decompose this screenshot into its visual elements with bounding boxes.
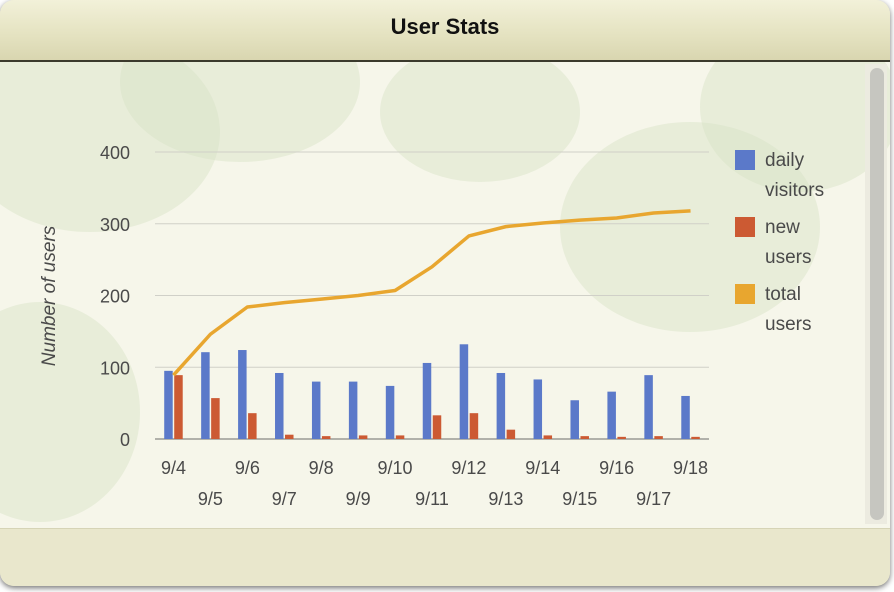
- y-tick-label: 400: [100, 143, 130, 163]
- x-tick-label: 9/8: [309, 458, 334, 478]
- x-tick-label: 9/11: [415, 489, 449, 509]
- x-tick-label: 9/10: [378, 458, 413, 478]
- y-tick-label: 300: [100, 215, 130, 235]
- bar-new-users: [358, 435, 368, 439]
- x-tick-label: 9/13: [488, 489, 523, 509]
- bar-new-users: [654, 436, 663, 439]
- x-tick-label: 9/17: [636, 489, 671, 509]
- legend-new-users-label: users: [765, 247, 811, 268]
- legend-daily-visitors-label: daily: [765, 150, 805, 171]
- chart-panel: 0 100 200 300 400 9/4 9/5 9/6 9/7 9/8 9/9 9/10 9/11 9…: [0, 62, 890, 528]
- bar-daily-visitors: [496, 372, 506, 439]
- bar-daily-visitors: [201, 352, 210, 439]
- bar-new-users: [617, 436, 626, 439]
- bar-daily-visitors: [348, 381, 358, 439]
- bar-new-users: [321, 436, 331, 439]
- legend-total-users-swatch: [735, 284, 755, 304]
- legend-new-users-label: new: [765, 217, 800, 238]
- scrollbar-thumb[interactable]: [870, 68, 884, 520]
- x-tick-label: 9/9: [346, 489, 371, 509]
- bar-daily-visitors: [164, 370, 173, 439]
- bar-daily-visitors: [238, 350, 247, 439]
- bar-daily-visitors: [570, 400, 579, 439]
- bar-new-users: [691, 436, 700, 439]
- window-title: User Stats: [390, 14, 500, 39]
- x-tick-label: 9/14: [525, 458, 560, 478]
- background-leaf-decoration: [380, 62, 580, 182]
- bar-daily-visitors: [607, 391, 616, 439]
- x-tick-label: 9/7: [272, 489, 297, 509]
- background-leaf-decoration: [560, 122, 820, 332]
- y-tick-label: 200: [100, 287, 130, 307]
- bar-daily-visitors: [644, 375, 653, 439]
- y-tick-label: 0: [120, 430, 130, 450]
- bar-daily-visitors: [275, 372, 284, 439]
- footer-bar: [0, 528, 890, 586]
- bar-daily-visitors: [681, 395, 690, 439]
- bar-daily-visitors: [422, 362, 432, 439]
- legend-total-users-label: users: [765, 314, 811, 335]
- title-bar: User Stats: [0, 0, 890, 62]
- user-stats-chart: 01002003004009/49/59/69/79/89/99/109/119…: [39, 143, 824, 509]
- line-total-users: [172, 209, 691, 377]
- y-axis-label: Number of users: [39, 225, 60, 366]
- legend-daily-visitors-swatch: [735, 150, 755, 170]
- bar-new-users: [543, 435, 553, 439]
- bar-daily-visitors: [533, 379, 543, 439]
- bar-daily-visitors: [311, 381, 321, 439]
- x-tick-label: 9/4: [161, 458, 186, 478]
- x-tick-label: 9/12: [451, 458, 486, 478]
- bar-new-users: [469, 413, 479, 439]
- x-tick-label: 9/15: [562, 489, 597, 509]
- bar-new-users: [395, 435, 405, 439]
- bar-new-users: [506, 429, 516, 439]
- bar-new-users: [248, 413, 257, 439]
- bar-new-users: [580, 436, 589, 439]
- legend-new-users-swatch: [735, 217, 755, 237]
- legend-daily-visitors-label: visitors: [765, 180, 824, 201]
- bar-daily-visitors: [385, 385, 395, 439]
- x-tick-label: 9/6: [235, 458, 260, 478]
- x-tick-label: 9/5: [198, 489, 223, 509]
- bar-new-users: [174, 375, 183, 439]
- bar-new-users: [432, 415, 442, 439]
- legend-total-users-label: total: [765, 284, 801, 305]
- x-tick-label: 9/16: [599, 458, 634, 478]
- y-tick-label: 100: [100, 358, 130, 378]
- bar-new-users: [285, 434, 294, 439]
- bar-new-users: [211, 398, 220, 439]
- bar-daily-visitors: [459, 344, 469, 439]
- x-tick-label: 9/18: [673, 458, 708, 478]
